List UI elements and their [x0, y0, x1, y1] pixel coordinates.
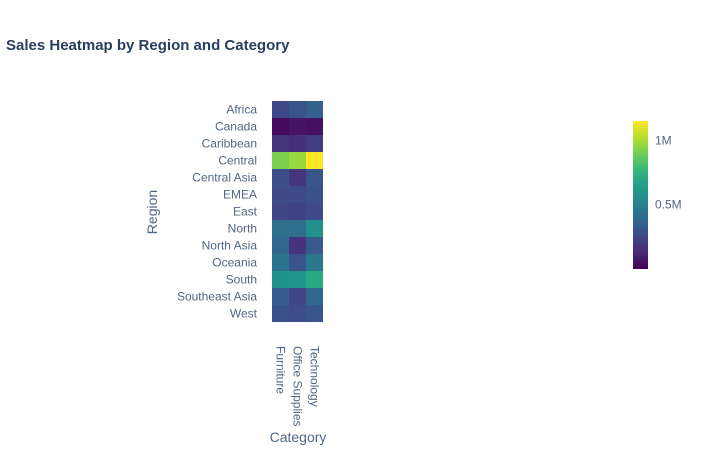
heatmap-cell	[289, 101, 306, 118]
colorbar-tick-label: 1M	[655, 133, 672, 147]
heatmap-cell	[306, 152, 323, 169]
heatmap-cell	[306, 101, 323, 118]
heatmap-cell	[289, 118, 306, 135]
chart-title: Sales Heatmap by Region and Category	[6, 37, 290, 54]
heatmap-cell	[306, 135, 323, 152]
heatmap-cell	[272, 254, 289, 271]
y-tick-label: Canada	[215, 120, 257, 134]
heatmap-cell	[306, 203, 323, 220]
y-tick-label: Central Asia	[192, 171, 257, 185]
colorbar-ticks: 0.5M 1M	[655, 133, 682, 211]
y-tick-label: Southeast Asia	[177, 290, 257, 304]
heatmap-cell	[306, 237, 323, 254]
x-tick-label: Office Supplies	[291, 346, 305, 427]
heatmap-cells	[272, 101, 323, 322]
y-tick-label: Africa	[226, 103, 257, 117]
x-axis-title: Category	[270, 429, 327, 445]
heatmap-cell	[272, 305, 289, 322]
heatmap-cell	[272, 237, 289, 254]
heatmap-cell	[289, 254, 306, 271]
heatmap-cell	[289, 203, 306, 220]
heatmap-cell	[272, 152, 289, 169]
heatmap-cell	[272, 135, 289, 152]
heatmap-cell	[289, 186, 306, 203]
y-tick-label: EMEA	[223, 188, 257, 202]
heatmap-cell	[289, 271, 306, 288]
heatmap-cell	[289, 288, 306, 305]
colorbar	[633, 121, 648, 269]
y-tick-label: Oceania	[212, 256, 257, 270]
y-tick-label: West	[230, 307, 258, 321]
heatmap-cell	[306, 305, 323, 322]
heatmap-cell	[306, 118, 323, 135]
heatmap-cell	[306, 288, 323, 305]
y-tick-label: Central	[218, 154, 257, 168]
y-tick-label: Caribbean	[202, 137, 257, 151]
heatmap-cell	[306, 254, 323, 271]
y-tick-label: North Asia	[202, 239, 258, 253]
x-tick-label: Furniture	[274, 346, 288, 394]
heatmap-cell	[272, 271, 289, 288]
heatmap-cell	[289, 237, 306, 254]
y-tick-label: North	[228, 222, 257, 236]
heatmap-cell	[272, 203, 289, 220]
heatmap-cell	[272, 288, 289, 305]
heatmap-cell	[289, 305, 306, 322]
heatmap-cell	[306, 220, 323, 237]
y-tick-labels: Africa Canada Caribbean Central Central Asia…	[177, 103, 258, 321]
heatmap-cell	[289, 220, 306, 237]
y-axis-title: Region	[144, 190, 160, 234]
heatmap-cell	[289, 169, 306, 186]
heatmap-cell	[306, 186, 323, 203]
heatmap-cell	[272, 220, 289, 237]
heatmap-cell	[272, 101, 289, 118]
x-tick-labels: Furniture Office Supplies Technology	[274, 346, 322, 427]
heatmap-cell	[272, 118, 289, 135]
y-tick-label: South	[226, 273, 257, 287]
heatmap-cell	[289, 152, 306, 169]
heatmap-cell	[272, 169, 289, 186]
colorbar-tick-label: 0.5M	[655, 198, 682, 212]
heatmap-cell	[289, 135, 306, 152]
heatmap-cell	[272, 186, 289, 203]
y-tick-label: East	[233, 205, 258, 219]
heatmap-cell	[306, 271, 323, 288]
heatmap-cell	[306, 169, 323, 186]
x-tick-label: Technology	[308, 346, 322, 407]
